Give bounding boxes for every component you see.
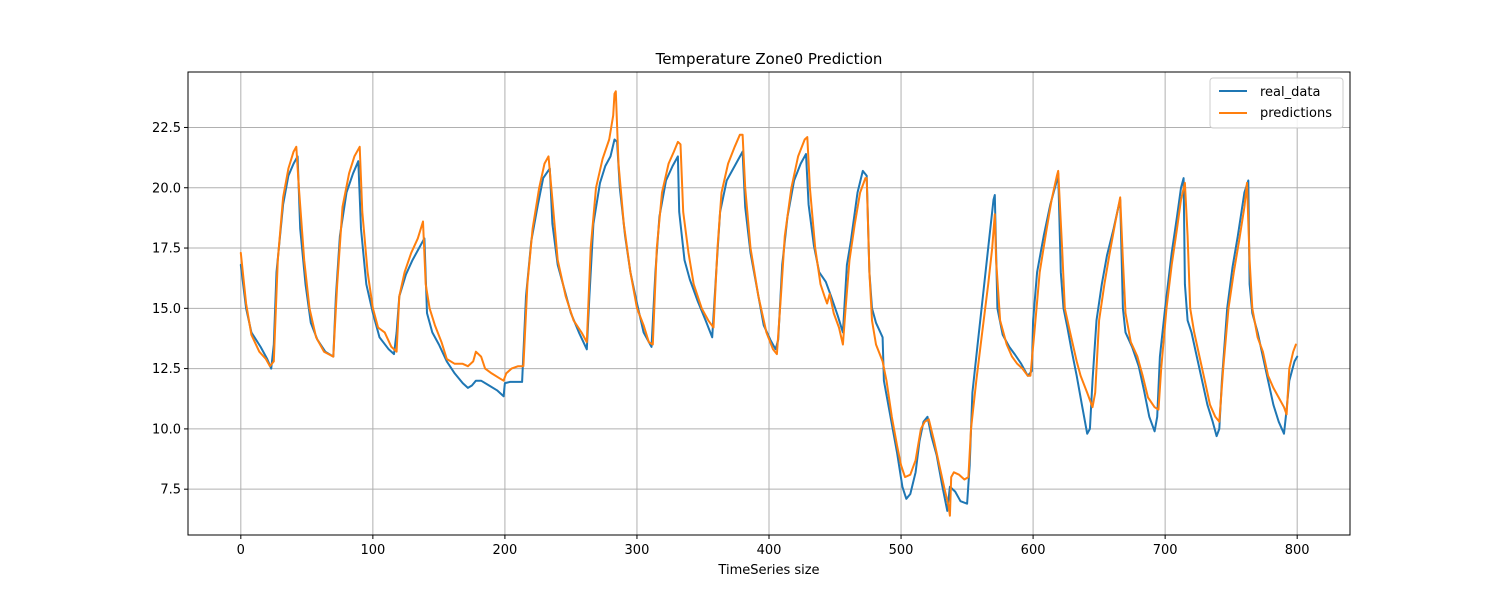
x-tick-label: 400: [757, 543, 782, 558]
x-tick-label: 0: [237, 543, 245, 558]
x-tick-label: 600: [1021, 543, 1046, 558]
chart-title: Temperature Zone0 Prediction: [655, 50, 883, 68]
y-tick-label: 12.5: [152, 362, 181, 377]
x-axis-label: TimeSeries size: [717, 563, 819, 578]
series-line-real-data: [239, 138, 1299, 512]
legend: real_data predictions: [1209, 77, 1344, 129]
x-tick-label: 700: [1153, 543, 1178, 558]
x-tick-label: 200: [492, 543, 517, 558]
legend-label-predictions: predictions: [1260, 106, 1332, 121]
series-lines: [239, 90, 1299, 517]
x-axis-ticks: 0 100 200 300 400 500 600 700 800: [237, 535, 1310, 558]
series-line-predictions: [239, 90, 1297, 517]
y-axis-ticks: 7.5 10.0 12.5 15.0 17.5 20.0 22.5: [152, 121, 188, 498]
y-tick-label: 10.0: [152, 422, 181, 437]
y-tick-label: 22.5: [152, 121, 181, 136]
y-tick-label: 7.5: [160, 483, 181, 498]
y-tick-label: 15.0: [152, 302, 181, 317]
x-tick-label: 300: [625, 543, 650, 558]
x-tick-label: 800: [1285, 543, 1310, 558]
x-tick-label: 500: [889, 543, 914, 558]
x-tick-label: 100: [360, 543, 385, 558]
y-tick-label: 20.0: [152, 181, 181, 196]
y-tick-label: 17.5: [152, 242, 181, 257]
legend-label-real-data: real_data: [1260, 85, 1320, 100]
